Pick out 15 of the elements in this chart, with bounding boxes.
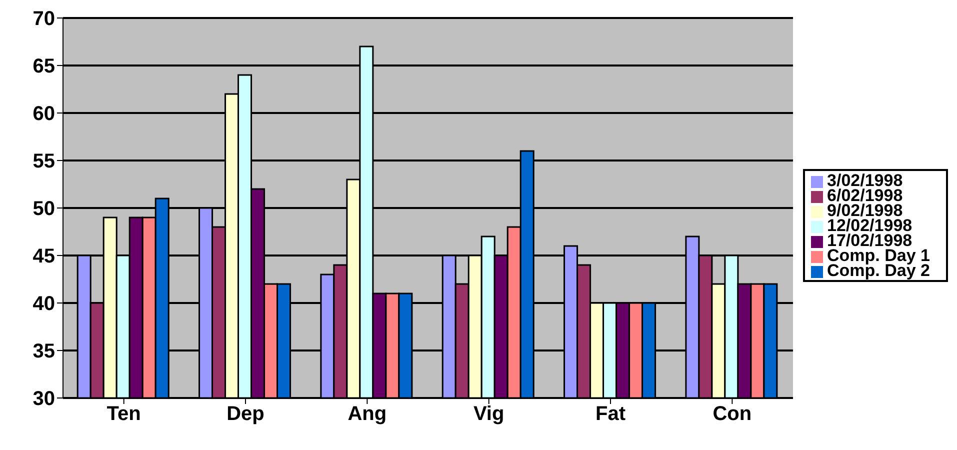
x-tick-label: Dep bbox=[226, 403, 264, 426]
y-tick-label: 45 bbox=[32, 246, 55, 268]
x-tick-label: Ten bbox=[106, 403, 141, 426]
x-tick-label: Vig bbox=[473, 403, 504, 426]
y-tick-label: 65 bbox=[32, 56, 55, 78]
x-tick-label: Ang bbox=[348, 403, 387, 426]
y-tick-label: 35 bbox=[32, 340, 55, 363]
y-tick-label: 70 bbox=[32, 8, 55, 30]
y-tick-label: 40 bbox=[32, 293, 55, 316]
y-tick-label: 55 bbox=[32, 150, 55, 173]
y-tick-label: 60 bbox=[32, 103, 55, 126]
x-tick-label: Con bbox=[712, 403, 752, 426]
x-tick-label: Fat bbox=[596, 403, 626, 426]
y-tick-label: 30 bbox=[32, 388, 55, 410]
y-tick-label: 50 bbox=[32, 198, 55, 220]
